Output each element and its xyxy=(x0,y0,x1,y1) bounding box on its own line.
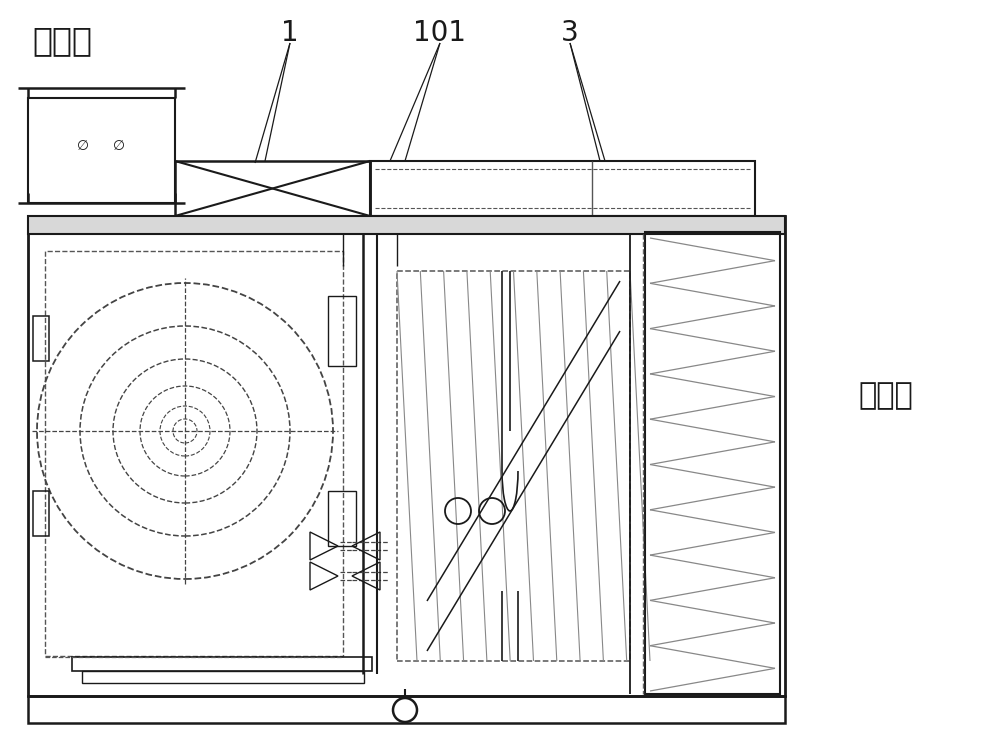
Bar xyxy=(72,657,372,671)
Text: 1: 1 xyxy=(281,19,299,47)
Bar xyxy=(28,696,785,723)
Bar xyxy=(33,491,49,536)
Bar xyxy=(28,216,785,696)
Bar xyxy=(28,98,175,203)
Text: 101: 101 xyxy=(414,19,466,47)
Text: 送风口: 送风口 xyxy=(32,25,92,58)
Bar xyxy=(370,161,755,216)
Text: 进风口: 进风口 xyxy=(858,382,913,411)
Bar xyxy=(645,232,780,694)
Bar xyxy=(28,216,785,234)
Bar xyxy=(45,251,343,656)
Bar xyxy=(328,296,356,366)
Text: $\emptyset$: $\emptyset$ xyxy=(112,139,124,153)
Text: 3: 3 xyxy=(561,19,579,47)
Bar xyxy=(397,271,630,661)
Bar xyxy=(175,161,370,216)
Bar xyxy=(33,316,49,361)
Bar xyxy=(82,671,364,683)
Bar xyxy=(328,491,356,546)
Text: $\emptyset$: $\emptyset$ xyxy=(76,139,88,153)
